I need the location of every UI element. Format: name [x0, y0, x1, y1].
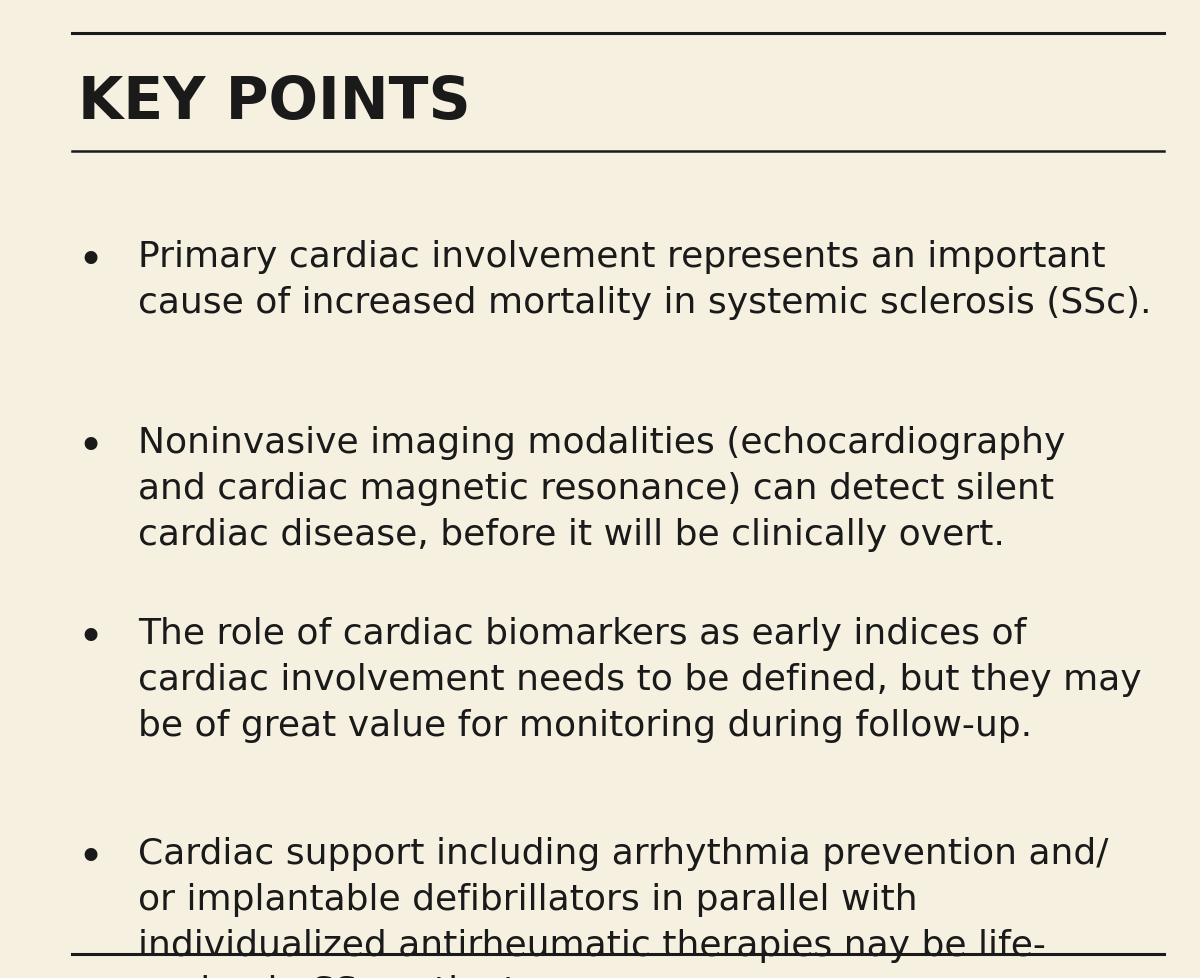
Text: Primary cardiac involvement represents an important
cause of increased mortality: Primary cardiac involvement represents a… [138, 240, 1152, 320]
Text: Cardiac support including arrhythmia prevention and/
or implantable defibrillato: Cardiac support including arrhythmia pre… [138, 836, 1109, 978]
Text: The role of cardiac biomarkers as early indices of
cardiac involvement needs to : The role of cardiac biomarkers as early … [138, 616, 1141, 742]
Text: •: • [77, 616, 103, 659]
Text: KEY POINTS: KEY POINTS [78, 74, 470, 131]
Text: Noninvasive imaging modalities (echocardiography
and cardiac magnetic resonance): Noninvasive imaging modalities (echocard… [138, 425, 1066, 552]
Text: •: • [77, 836, 103, 879]
Text: •: • [77, 240, 103, 283]
Text: •: • [77, 425, 103, 468]
